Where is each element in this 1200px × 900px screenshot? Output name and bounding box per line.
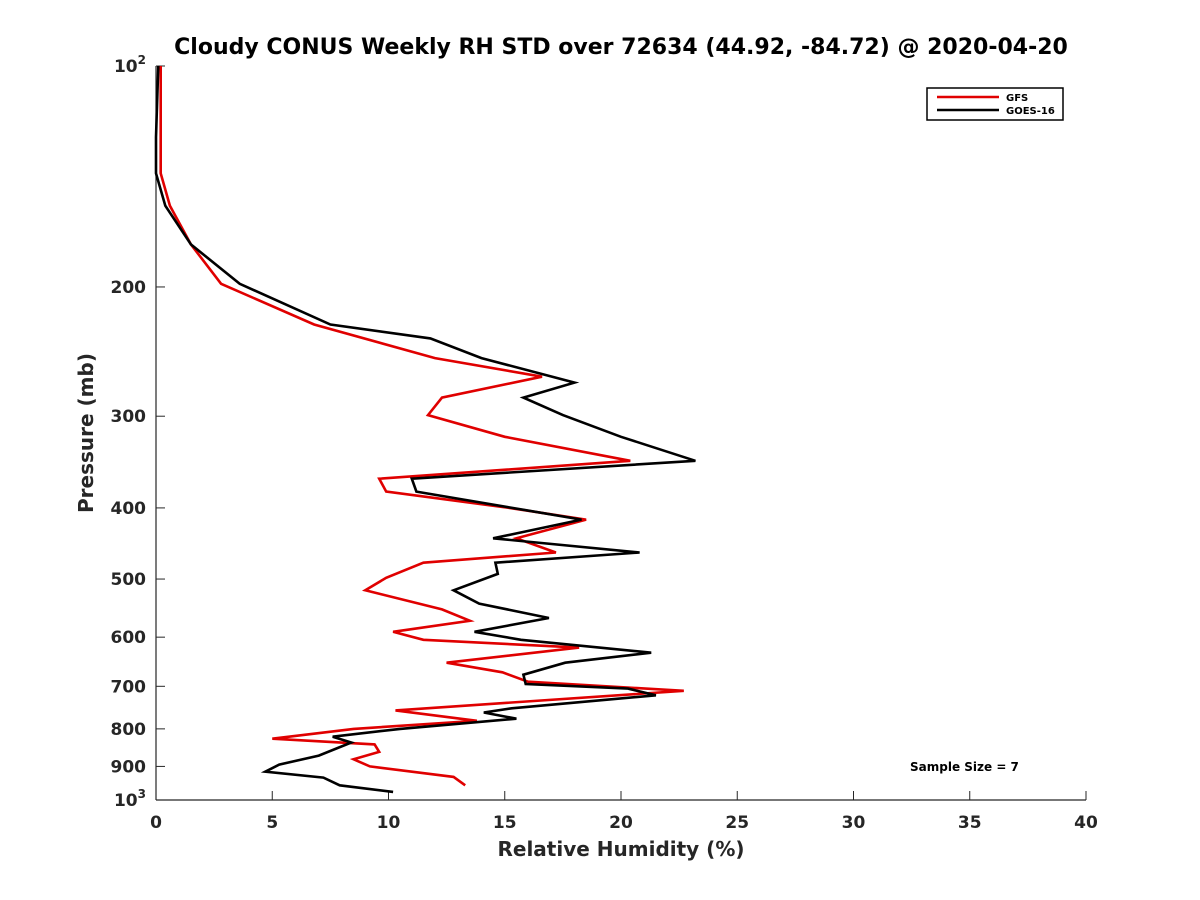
y-tick-label: 700 <box>111 677 147 697</box>
axes: 0 5 10 15 20 25 30 35 40 102 200 300 400 500 600 700 800… <box>111 53 1098 833</box>
y-tick-label: 800 <box>111 720 147 740</box>
y-tick-label: 600 <box>111 628 147 648</box>
legend-label: GFS <box>1006 93 1028 104</box>
chart-title: Cloudy CONUS Weekly RH STD over 72634 (4… <box>174 35 1068 60</box>
y-tick-label: 500 <box>111 570 147 590</box>
y-tick-label: 300 <box>111 407 147 427</box>
legend-label: GOES-16 <box>1006 106 1055 117</box>
x-tick-label: 40 <box>1074 813 1098 833</box>
x-tick-label: 25 <box>725 813 749 833</box>
y-tick-label: 102 <box>114 53 146 77</box>
x-axis-label: Relative Humidity (%) <box>497 837 744 861</box>
x-tick-label: 10 <box>377 813 401 833</box>
y-axis-label: Pressure (mb) <box>74 353 98 513</box>
y-tick-label: 400 <box>111 499 147 519</box>
x-tick-label: 0 <box>150 813 162 833</box>
series-layer <box>154 65 696 794</box>
x-tick-label: 30 <box>842 813 866 833</box>
x-tick-label: 5 <box>266 813 278 833</box>
series-line-gfs <box>159 66 684 787</box>
series-line-goes-16 <box>154 65 696 794</box>
y-tick-label: 103 <box>114 787 146 811</box>
sample-size-annotation: Sample Size = 7 <box>910 760 1019 774</box>
y-tick-label: 900 <box>111 757 147 777</box>
legend: GFS GOES-16 <box>926 87 1064 121</box>
x-tick-label: 35 <box>958 813 982 833</box>
x-tick-label: 20 <box>609 813 633 833</box>
legend-box <box>926 87 1064 121</box>
y-tick-label: 200 <box>111 278 147 298</box>
x-tick-label: 15 <box>493 813 517 833</box>
